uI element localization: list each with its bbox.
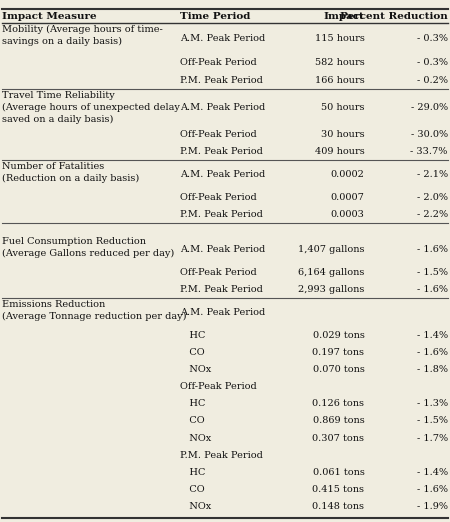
Text: - 2.0%: - 2.0% [417, 193, 448, 201]
Text: A.M. Peak Period: A.M. Peak Period [180, 308, 265, 317]
Text: P.M. Peak Period: P.M. Peak Period [180, 451, 263, 460]
Text: A.M. Peak Period: A.M. Peak Period [180, 170, 265, 179]
Text: 166 hours: 166 hours [315, 76, 364, 85]
Text: P.M. Peak Period: P.M. Peak Period [180, 210, 263, 219]
Text: 409 hours: 409 hours [315, 147, 364, 156]
Text: A.M. Peak Period: A.M. Peak Period [180, 34, 265, 43]
Text: - 2.1%: - 2.1% [417, 170, 448, 179]
Text: Mobility (Average hours of time-
savings on a daily basis): Mobility (Average hours of time- savings… [2, 25, 163, 46]
Text: Fuel Consumption Reduction
(Average Gallons reduced per day): Fuel Consumption Reduction (Average Gall… [2, 238, 175, 258]
Text: 0.148 tons: 0.148 tons [312, 502, 364, 511]
Text: Percent Reduction: Percent Reduction [340, 11, 448, 21]
Text: - 1.5%: - 1.5% [417, 417, 448, 425]
Text: P.M. Peak Period: P.M. Peak Period [180, 285, 263, 294]
Text: 6,164 gallons: 6,164 gallons [298, 268, 365, 277]
Text: 0.197 tons: 0.197 tons [312, 348, 364, 357]
Text: 0.415 tons: 0.415 tons [312, 485, 364, 494]
Text: - 0.3%: - 0.3% [417, 34, 448, 43]
Text: 0.029 tons: 0.029 tons [313, 331, 365, 340]
Text: Travel Time Reliability
(Average hours of unexpected delay
saved on a daily basi: Travel Time Reliability (Average hours o… [2, 91, 180, 124]
Text: Off-Peak Period: Off-Peak Period [180, 193, 257, 201]
Text: - 1.7%: - 1.7% [417, 434, 448, 443]
Text: - 1.4%: - 1.4% [417, 331, 448, 340]
Text: - 1.6%: - 1.6% [417, 245, 448, 254]
Text: NOx: NOx [180, 365, 211, 374]
Text: - 1.8%: - 1.8% [417, 365, 448, 374]
Text: Off-Peak Period: Off-Peak Period [180, 268, 257, 277]
Text: 0.0003: 0.0003 [331, 210, 364, 219]
Text: - 29.0%: - 29.0% [410, 103, 448, 112]
Text: A.M. Peak Period: A.M. Peak Period [180, 103, 265, 112]
Text: 0.061 tons: 0.061 tons [313, 468, 365, 477]
Text: Number of Fatalities
(Reduction on a daily basis): Number of Fatalities (Reduction on a dai… [2, 162, 140, 183]
Text: Impact: Impact [324, 11, 365, 21]
Text: - 1.6%: - 1.6% [417, 485, 448, 494]
Text: - 1.6%: - 1.6% [417, 348, 448, 357]
Text: 1,407 gallons: 1,407 gallons [298, 245, 365, 254]
Text: Off-Peak Period: Off-Peak Period [180, 58, 257, 67]
Text: CO: CO [180, 417, 205, 425]
Text: - 1.5%: - 1.5% [417, 268, 448, 277]
Text: 0.307 tons: 0.307 tons [312, 434, 364, 443]
Text: - 0.2%: - 0.2% [417, 76, 448, 85]
Text: - 33.7%: - 33.7% [410, 147, 448, 156]
Text: - 1.4%: - 1.4% [417, 468, 448, 477]
Text: NOx: NOx [180, 502, 211, 511]
Text: - 1.6%: - 1.6% [417, 285, 448, 294]
Text: 0.0007: 0.0007 [331, 193, 364, 201]
Text: 582 hours: 582 hours [315, 58, 364, 67]
Text: 0.070 tons: 0.070 tons [313, 365, 365, 374]
Text: - 0.3%: - 0.3% [417, 58, 448, 67]
Text: - 30.0%: - 30.0% [410, 130, 448, 139]
Text: NOx: NOx [180, 434, 211, 443]
Text: Time Period: Time Period [180, 11, 250, 21]
Text: Impact Measure: Impact Measure [2, 11, 97, 21]
Text: A.M. Peak Period: A.M. Peak Period [180, 245, 265, 254]
Text: 50 hours: 50 hours [321, 103, 364, 112]
Text: P.M. Peak Period: P.M. Peak Period [180, 147, 263, 156]
Text: 0.0002: 0.0002 [331, 170, 364, 179]
Text: CO: CO [180, 348, 205, 357]
Text: - 1.3%: - 1.3% [417, 399, 448, 408]
Text: HC: HC [180, 331, 205, 340]
Text: Off-Peak Period: Off-Peak Period [180, 130, 257, 139]
Text: P.M. Peak Period: P.M. Peak Period [180, 76, 263, 85]
Text: CO: CO [180, 485, 205, 494]
Text: 115 hours: 115 hours [315, 34, 364, 43]
Text: 0.869 tons: 0.869 tons [313, 417, 365, 425]
Text: Emissions Reduction
(Average Tonnage reduction per day): Emissions Reduction (Average Tonnage red… [2, 300, 187, 321]
Text: Off-Peak Period: Off-Peak Period [180, 382, 257, 391]
Text: 0.126 tons: 0.126 tons [312, 399, 364, 408]
Text: - 2.2%: - 2.2% [417, 210, 448, 219]
Text: - 1.9%: - 1.9% [417, 502, 448, 511]
Text: 30 hours: 30 hours [321, 130, 364, 139]
Text: HC: HC [180, 399, 205, 408]
Text: 2,993 gallons: 2,993 gallons [298, 285, 365, 294]
Text: HC: HC [180, 468, 205, 477]
